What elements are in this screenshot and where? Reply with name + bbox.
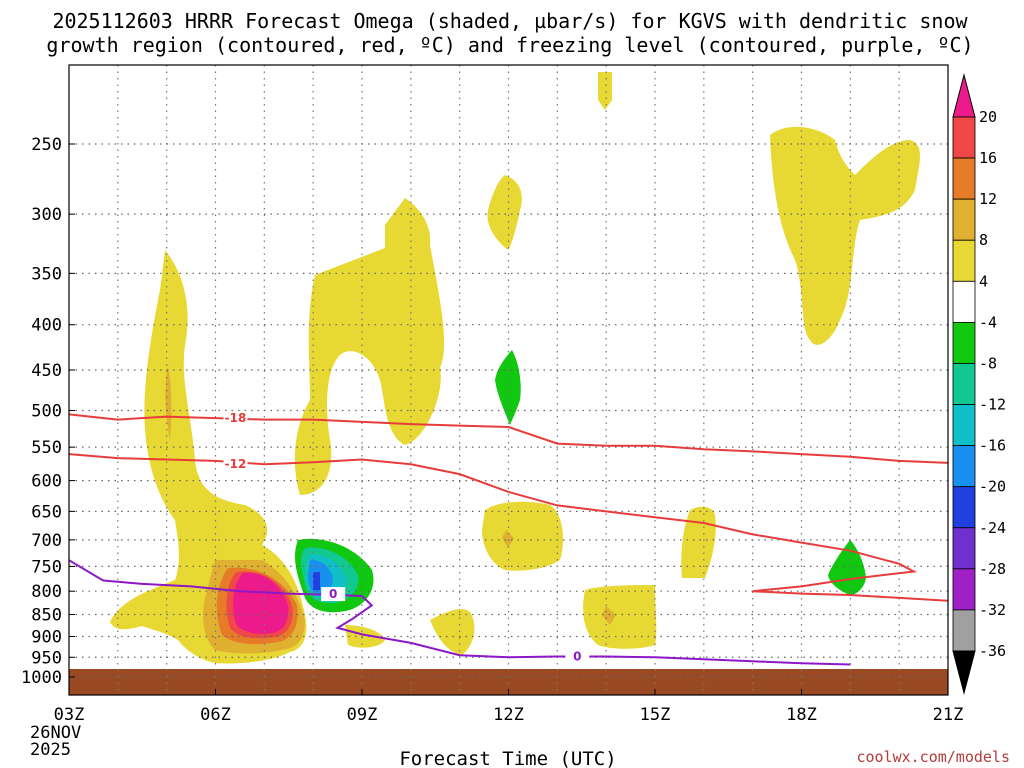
omega-region-4-8-12z-upper	[487, 175, 522, 250]
colorbar-band	[952, 527, 976, 570]
colorbar-min-triangle	[952, 650, 976, 695]
colorbar: 20 16 12 8 4 -4 -8 -12 -16 -20 -24 -28 -32 -36	[952, 73, 1006, 695]
colorbar-tick-label: -16	[979, 437, 1006, 455]
colorbar-tick-label: -20	[979, 478, 1006, 496]
omega-region-4-8-upper-right	[770, 126, 920, 345]
contour-label: 0	[573, 649, 581, 663]
colorbar-band	[952, 568, 976, 611]
y-tick-label: 350	[31, 264, 62, 284]
omega-region-4-8-12z-low	[482, 501, 563, 571]
contour-label-background	[223, 411, 248, 426]
x-tick-label: 12Z	[493, 705, 524, 725]
omega-region-neg-20-24	[313, 572, 320, 590]
omega-region-4-8-14z	[583, 585, 657, 649]
gridlines	[69, 65, 948, 695]
colorbar-tick-label: 8	[979, 231, 988, 249]
colorbar-tick-label: 16	[979, 149, 997, 167]
y-tick-label: 500	[31, 402, 62, 422]
y-tick-label: 450	[31, 361, 62, 381]
colorbar-tick-label: 20	[979, 108, 997, 126]
y-tick-label: 550	[31, 438, 62, 458]
colorbar-tick-label: -8	[979, 354, 997, 372]
contour-layer	[69, 413, 948, 666]
y-tick-label: 750	[31, 557, 62, 577]
colorbar-band	[952, 280, 976, 323]
colorbar-band	[952, 445, 976, 488]
colorbar-tick-label: -28	[979, 560, 1006, 578]
x-tick-label: 15Z	[640, 705, 671, 725]
contour-label-background	[565, 649, 590, 664]
contour-line-dgz--12	[69, 453, 948, 602]
omega-region-gt20-core	[233, 572, 289, 634]
y-tick-label: 600	[31, 472, 62, 492]
contour-label-background	[223, 457, 248, 472]
y-tick-label: 700	[31, 531, 62, 551]
x-start-date-label: 26NOV	[30, 723, 81, 743]
y-tick-label: 650	[31, 502, 62, 522]
x-tick-label: 21Z	[933, 705, 964, 725]
contour-label-background	[321, 587, 346, 602]
x-axis-ticks: 03Z 06Z 09Z 12Z 15Z 18Z 21Z	[54, 689, 964, 725]
omega-region-neg-4-8-12z	[495, 350, 521, 425]
y-tick-label: 400	[31, 316, 62, 336]
x-start-year-label: 2025	[30, 740, 71, 760]
colorbar-tick-label: 12	[979, 190, 997, 208]
omega-region-4-8-small-a	[345, 625, 385, 648]
y-tick-label: 1000	[21, 668, 62, 688]
chart-title-line-1: 2025112603 HRRR Forecast Omega (shaded, …	[52, 9, 968, 33]
x-tick-label: 18Z	[786, 705, 817, 725]
colorbar-band	[952, 116, 976, 159]
omega-region-8-12-12z-low	[502, 530, 514, 548]
colorbar-tick-label: -24	[979, 519, 1006, 537]
y-tick-label: 300	[31, 205, 62, 225]
credit-label: coolwx.com/models	[856, 748, 1010, 766]
x-tick-label: 09Z	[347, 705, 378, 725]
y-tick-label: 950	[31, 648, 62, 668]
y-tick-label: 850	[31, 606, 62, 626]
colorbar-tick-label: -36	[979, 642, 1006, 660]
colorbar-tick-label: -4	[979, 313, 997, 331]
colorbar-max-triangle	[952, 73, 976, 118]
omega-region-4-8-16z	[681, 506, 716, 578]
x-axis-title: Forecast Time (UTC)	[399, 748, 616, 768]
contour-line-dgz--18	[69, 413, 948, 464]
contour-label: -12	[225, 457, 247, 471]
colorbar-band	[952, 404, 976, 447]
contour-label: 0	[329, 587, 337, 601]
y-tick-label: 250	[31, 135, 62, 155]
omega-region-4-8-mid	[294, 198, 445, 495]
y-axis-ticks: 2503003504004505005506006507007508008509…	[21, 135, 75, 688]
x-tick-label: 06Z	[200, 705, 231, 725]
colorbar-tick-label: -32	[979, 601, 1006, 619]
y-tick-label: 800	[31, 582, 62, 602]
colorbar-band	[952, 198, 976, 241]
contour-line-freezing-0	[69, 559, 851, 666]
colorbar-band	[952, 239, 976, 282]
omega-region-4-8-small-b	[430, 609, 475, 655]
y-tick-label: 900	[31, 627, 62, 647]
contour-label: -18	[225, 411, 247, 425]
colorbar-band	[952, 363, 976, 405]
colorbar-band	[952, 321, 976, 364]
omega-region-8-12-14z	[602, 606, 616, 625]
colorbar-band	[952, 157, 976, 200]
colorbar-band	[952, 486, 976, 529]
colorbar-tick-label: 4	[979, 272, 988, 290]
chart-title-line-2: growth region (contoured, red, ºC) and f…	[46, 33, 973, 57]
omega-region-4-8-top-tick	[598, 72, 612, 110]
x-tick-label: 03Z	[54, 705, 85, 725]
colorbar-tick-label: -12	[979, 396, 1006, 414]
contour-labels: -18 -12 0 0	[223, 411, 590, 664]
colorbar-band	[952, 609, 976, 652]
